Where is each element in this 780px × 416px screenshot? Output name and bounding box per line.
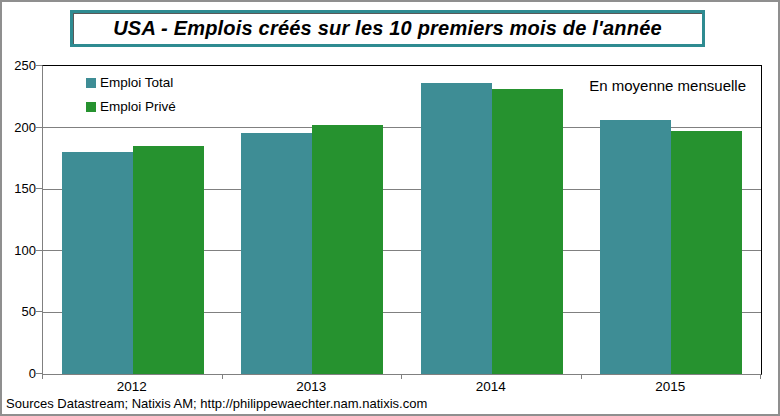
y-tick-mark-150 bbox=[36, 188, 42, 189]
legend-label-emploi-total: Emploi Total bbox=[100, 75, 173, 90]
chart-image: USA - Emplois créés sur les 10 premiers … bbox=[0, 0, 780, 416]
bar-emploi-total-2015 bbox=[600, 120, 671, 374]
sources-footer: Sources Datastream; Natixis AM; http://p… bbox=[6, 396, 427, 411]
annotation-en-moyenne-mensuelle: En moyenne mensuelle bbox=[589, 77, 746, 94]
y-tick-label-200: 200 bbox=[4, 120, 36, 135]
bar-emploi-total-2014 bbox=[421, 83, 492, 374]
y-tick-label-0: 0 bbox=[4, 366, 36, 381]
chart-title-box: USA - Emplois créés sur les 10 premiers … bbox=[70, 10, 705, 47]
y-tick-mark-200 bbox=[36, 127, 42, 128]
bar-emploi-priv--2014 bbox=[492, 89, 563, 374]
x-category-label-2013: 2013 bbox=[222, 379, 402, 394]
y-tick-mark-250 bbox=[36, 65, 42, 66]
x-tick-mark-4 bbox=[760, 374, 761, 379]
bar-emploi-priv--2012 bbox=[133, 146, 204, 374]
bar-emploi-priv--2015 bbox=[671, 131, 742, 374]
y-tick-label-50: 50 bbox=[4, 304, 36, 319]
bar-emploi-priv--2013 bbox=[312, 125, 383, 374]
x-category-label-2015: 2015 bbox=[581, 379, 761, 394]
legend-item-emploi-prive: Emploi Privé bbox=[86, 99, 176, 114]
legend-item-emploi-total: Emploi Total bbox=[86, 75, 176, 90]
y-tick-mark-100 bbox=[36, 250, 42, 251]
y-tick-label-250: 250 bbox=[4, 58, 36, 73]
legend-label-emploi-prive: Emploi Privé bbox=[100, 99, 176, 114]
legend-swatch-emploi-prive bbox=[86, 102, 96, 112]
chart-title: USA - Emplois créés sur les 10 premiers … bbox=[113, 17, 662, 40]
legend: Emploi Total Emploi Privé bbox=[86, 75, 176, 123]
y-tick-label-150: 150 bbox=[4, 181, 36, 196]
legend-swatch-emploi-total bbox=[86, 78, 96, 88]
y-tick-mark-50 bbox=[36, 311, 42, 312]
y-tick-label-100: 100 bbox=[4, 243, 36, 258]
x-tick-mark-3 bbox=[581, 374, 582, 379]
x-tick-mark-0 bbox=[42, 374, 43, 379]
x-category-label-2014: 2014 bbox=[401, 379, 581, 394]
x-tick-mark-1 bbox=[222, 374, 223, 379]
bar-emploi-total-2013 bbox=[241, 133, 312, 374]
bar-emploi-total-2012 bbox=[62, 152, 133, 374]
x-tick-mark-2 bbox=[401, 374, 402, 379]
x-category-label-2012: 2012 bbox=[42, 379, 222, 394]
